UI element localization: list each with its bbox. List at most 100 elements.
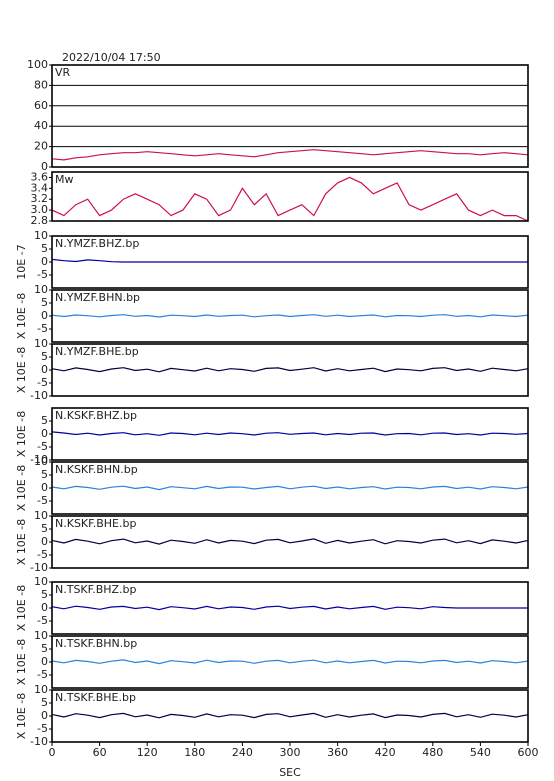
y-tick-label: 3.4: [31, 181, 49, 194]
data-line: [51, 314, 529, 318]
x-tick-label: 600: [518, 746, 539, 759]
y-tick-label: -5: [37, 440, 48, 453]
y-axis-label: X 10E -8: [15, 347, 28, 393]
y-axis-label: X 10E -8: [15, 411, 28, 457]
y-tick-label: 0: [41, 655, 48, 668]
y-tick-label: -5: [37, 268, 48, 281]
y-tick-label: 3.0: [31, 203, 49, 216]
panel-frame: [51, 581, 529, 635]
panel-name: N.YMZF.BHZ.bp: [55, 237, 139, 250]
y-tick-label: 0: [41, 481, 48, 494]
x-tick-label: 180: [184, 746, 205, 759]
y-tick-label: -5: [37, 548, 48, 561]
x-tick-label: 0: [49, 746, 56, 759]
data-line: [51, 605, 528, 611]
y-tick-label: 0: [41, 363, 48, 376]
y-tick-label: -5: [37, 614, 48, 627]
y-tick-label: 10: [34, 455, 48, 468]
chart-title: 2022/10/04 17:50: [62, 51, 161, 64]
panel-frame: [51, 407, 529, 461]
panel-name: N.YMZF.BHN.bp: [55, 291, 140, 304]
y-tick-label: 0: [41, 255, 48, 268]
x-tick-label: 240: [232, 746, 253, 759]
y-tick-label: 10: [34, 575, 48, 588]
y-axis-label: X 10E -8: [15, 465, 28, 511]
panel-name: N.TSKF.BHZ.bp: [55, 583, 137, 596]
y-tick-label: 40: [34, 119, 48, 132]
y-tick-label: -5: [37, 668, 48, 681]
data-line: [51, 149, 529, 161]
y-tick-label: 5: [41, 522, 48, 535]
y-tick-label: -10: [30, 561, 48, 574]
y-tick-label: 20: [34, 140, 48, 153]
panel-name: Mw: [55, 173, 74, 186]
panel-frame: [51, 171, 529, 222]
data-line: [51, 485, 529, 491]
x-axis-label: SEC: [279, 766, 301, 779]
data-line: [51, 712, 529, 719]
panel-name: N.YMZF.BHE.bp: [55, 345, 139, 358]
y-tick-label: 3.2: [31, 192, 49, 205]
y-tick-label: 3.6: [31, 170, 49, 183]
data-line: [51, 659, 529, 665]
y-tick-label: 10: [34, 337, 48, 350]
data-line: [51, 367, 529, 373]
panel-name: N.KSKF.BHN.bp: [55, 463, 138, 476]
y-tick-label: 60: [34, 99, 48, 112]
y-tick-label: 0: [41, 601, 48, 614]
x-tick-label: 300: [280, 746, 301, 759]
data-line: [51, 538, 529, 545]
y-tick-label: 5: [41, 696, 48, 709]
x-tick-label: 120: [137, 746, 158, 759]
y-tick-label: 0: [41, 309, 48, 322]
y-tick-label: 5: [41, 414, 48, 427]
y-tick-label: 10: [34, 629, 48, 642]
panel-name: VR: [55, 66, 71, 79]
y-tick-label: 0: [41, 160, 48, 173]
y-axis-label: X 10E -8: [15, 639, 28, 685]
y-axis-label: X 10E -8: [15, 293, 28, 339]
panel-frame: [51, 64, 529, 168]
y-axis-label: X 10E -8: [15, 693, 28, 739]
panel-name: N.TSKF.BHE.bp: [55, 691, 136, 704]
panel-frame: [51, 635, 529, 689]
y-tick-label: 0: [41, 535, 48, 548]
y-tick-label: 5: [41, 350, 48, 363]
y-tick-label: -5: [37, 376, 48, 389]
y-tick-label: 5: [41, 468, 48, 481]
data-line: [51, 176, 529, 222]
y-tick-label: -5: [37, 322, 48, 335]
y-tick-label: -10: [30, 453, 48, 466]
panel-name: N.KSKF.BHE.bp: [55, 517, 136, 530]
panel-name: N.TSKF.BHN.bp: [55, 637, 137, 650]
y-tick-label: 0: [41, 427, 48, 440]
y-axis-label: X 10E -8: [15, 585, 28, 631]
y-tick-label: 5: [41, 242, 48, 255]
data-line: [51, 431, 529, 436]
y-axis-label: X 10E -8: [15, 519, 28, 565]
y-tick-label: 10: [34, 509, 48, 522]
y-tick-label: 2.8: [31, 214, 49, 227]
y-tick-label: 5: [41, 296, 48, 309]
y-tick-label: -5: [37, 494, 48, 507]
panel-frame: [51, 515, 529, 569]
panel-frame: [51, 343, 529, 397]
y-tick-label: -5: [37, 722, 48, 735]
x-tick-label: 360: [327, 746, 348, 759]
y-tick-label: 10: [34, 229, 48, 242]
x-tick-label: 420: [375, 746, 396, 759]
x-tick-label: 480: [422, 746, 443, 759]
panel-name: N.KSKF.BHZ.bp: [55, 409, 137, 422]
panel-frame: [51, 289, 529, 343]
y-tick-label: 5: [41, 588, 48, 601]
y-axis-label: 10E -7: [15, 244, 28, 279]
y-tick-label: -10: [30, 735, 48, 748]
y-tick-label: 0: [41, 709, 48, 722]
data-line: [51, 258, 528, 263]
y-tick-label: 10: [34, 283, 48, 296]
x-tick-label: 540: [470, 746, 491, 759]
y-tick-label: 80: [34, 78, 48, 91]
y-tick-label: -10: [30, 389, 48, 402]
panel-frame: [51, 235, 529, 289]
